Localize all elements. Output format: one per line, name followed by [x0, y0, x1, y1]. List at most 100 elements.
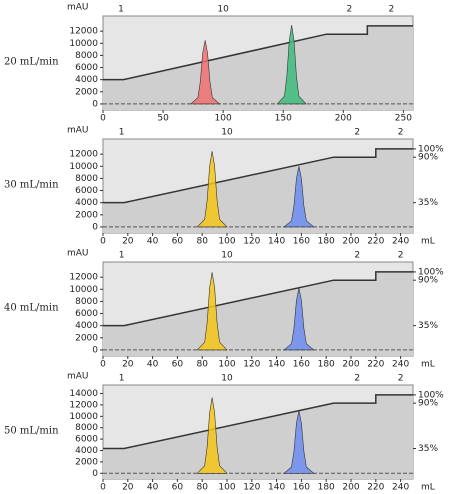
y-tick-label: 10000 [69, 285, 98, 295]
gradient-area [103, 25, 413, 110]
y-tick-label: 6000 [75, 63, 98, 73]
y2-tick-label: 35% [418, 444, 438, 454]
x-tick-label: 240 [392, 360, 409, 370]
x-tick-label: 140 [268, 483, 285, 493]
fraction-marker: 1 [118, 5, 124, 15]
x-tick-label: 150 [275, 114, 292, 124]
y2-tick-label: 100% [418, 267, 444, 277]
y-tick-label: 6000 [75, 435, 98, 445]
y-tick-label: 4000 [75, 198, 98, 208]
flow-rate-label: 30 mL/min [4, 180, 59, 191]
fraction-marker: 10 [221, 251, 233, 261]
y-tick-label: 14000 [69, 389, 98, 399]
gradient-line [103, 394, 413, 450]
y2-tick-label: 90% [418, 153, 438, 163]
y-axis-label: mAU [67, 372, 89, 382]
y-tick-label: 8000 [75, 423, 98, 433]
y2-tick-label: 90% [418, 399, 438, 409]
fraction-marker: 1 [119, 374, 125, 384]
y-tick-label: 2000 [75, 210, 98, 220]
y-tick-label: 10000 [69, 412, 98, 422]
x-tick-label: 120 [243, 483, 260, 493]
y-tick-label: 4000 [75, 75, 98, 85]
y-axis-label: mAU [67, 249, 89, 259]
y-tick-label: 10000 [69, 39, 98, 49]
y2-tick-label: 100% [418, 390, 444, 400]
fraction-marker: 2 [398, 251, 404, 261]
peak [196, 397, 228, 474]
x-tick-label: 20 [122, 237, 134, 247]
fraction-marker: 10 [217, 5, 229, 15]
y-axis-label: mAU [67, 126, 89, 136]
y-tick-label: 12000 [69, 27, 98, 37]
flow-rate-label: 40 mL/min [4, 303, 59, 314]
y-tick-label: 0 [92, 99, 98, 109]
peak [276, 25, 307, 105]
y-tick-label: 8000 [75, 51, 98, 61]
fraction-marker: 2 [354, 128, 360, 138]
fraction-marker: 2 [398, 128, 404, 138]
x-tick-label: 0 [100, 237, 106, 247]
y-tick-label: 2000 [75, 333, 98, 343]
x-tick-label: 80 [196, 360, 208, 370]
x-tick-label: 120 [243, 360, 260, 370]
y-tick-label: 6000 [75, 309, 98, 319]
x-tick-label: 220 [367, 360, 384, 370]
fraction-marker: 2 [354, 374, 360, 384]
x-tick-label: 200 [335, 114, 352, 124]
y-tick-label: 0 [92, 345, 98, 355]
fraction-marker: 2 [389, 5, 395, 15]
gradient-line [103, 271, 413, 327]
y-tick-label: 12000 [69, 273, 98, 283]
x-tick-label: 100 [218, 360, 235, 370]
x-tick-label: 120 [243, 237, 260, 247]
x-tick-label: 140 [268, 237, 285, 247]
y-tick-label: 0 [92, 222, 98, 232]
x-tick-label: 40 [147, 237, 159, 247]
x-tick-label: 100 [215, 114, 232, 124]
x-tick-label: 160 [293, 237, 310, 247]
y-tick-label: 2000 [75, 457, 98, 467]
gradient-area [103, 271, 413, 356]
x-tick-label: 60 [172, 237, 184, 247]
x-tick-label: 20 [122, 483, 134, 493]
y-tick-label: 10000 [69, 162, 98, 172]
y-tick-label: 4000 [75, 446, 98, 456]
x-tick-label: 250 [395, 114, 412, 124]
gradient-area [103, 394, 413, 479]
x-tick-label: 100 [218, 237, 235, 247]
fraction-marker: 10 [221, 374, 233, 384]
y2-tick-label: 35% [418, 198, 438, 208]
x-tick-label: 160 [293, 483, 310, 493]
x-tick-label: 60 [172, 360, 184, 370]
peak [283, 166, 315, 228]
x-tick-label: 60 [172, 483, 184, 493]
y-tick-label: 4000 [75, 321, 98, 331]
x-tick-label: 80 [196, 483, 208, 493]
x-tick-label: 20 [122, 360, 134, 370]
flow-rate-label: 20 mL/min [4, 57, 59, 68]
x-tick-label: 240 [392, 237, 409, 247]
x-tick-label: 220 [367, 237, 384, 247]
x-axis-label: mL [421, 360, 435, 370]
x-tick-label: 200 [342, 237, 359, 247]
y2-tick-label: 100% [418, 144, 444, 154]
gradient-line [103, 25, 413, 81]
y-tick-label: 8000 [75, 174, 98, 184]
x-tick-label: 140 [268, 360, 285, 370]
x-tick-label: 50 [157, 114, 169, 124]
peak [196, 272, 228, 351]
x-tick-label: 180 [318, 360, 335, 370]
y-tick-label: 6000 [75, 186, 98, 196]
x-tick-label: 180 [318, 237, 335, 247]
x-tick-label: 0 [100, 114, 106, 124]
fraction-marker: 2 [346, 5, 352, 15]
peak [283, 288, 315, 351]
gradient-line [103, 148, 413, 204]
x-tick-label: 0 [100, 360, 106, 370]
x-tick-label: 200 [342, 483, 359, 493]
fraction-marker: 1 [119, 251, 125, 261]
x-tick-label: 240 [392, 483, 409, 493]
x-tick-label: 100 [218, 483, 235, 493]
peak [283, 410, 315, 474]
